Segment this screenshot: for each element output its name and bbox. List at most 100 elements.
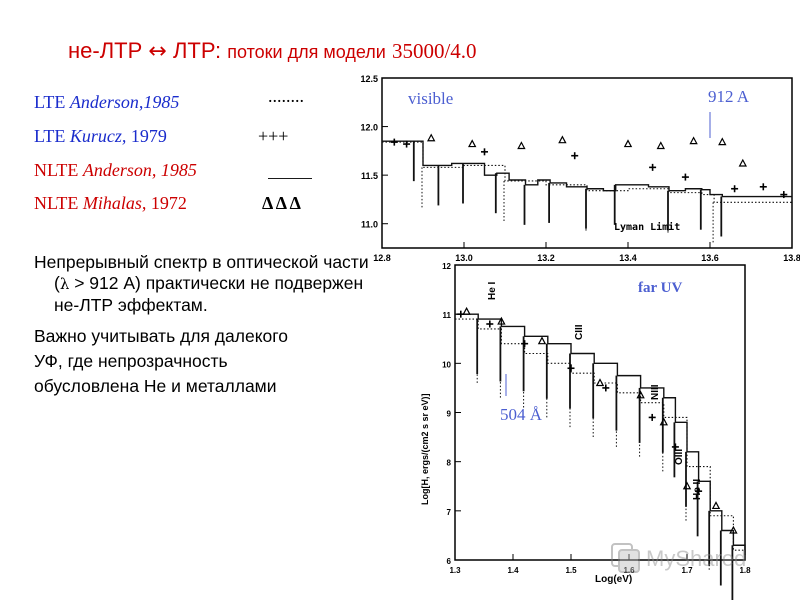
data-point-triangle [623, 139, 633, 148]
ion-label: NIII [650, 384, 661, 400]
paragraph-optical: Непрерывный спектр в оптической части (λ… [34, 252, 369, 315]
legend-entry-nlte-mihalas: NLTE Mihalas, 1972 [34, 193, 187, 214]
myshared-logo: MyShared [611, 543, 746, 573]
y-tick-label: 7 [447, 508, 452, 517]
legend-entry-nlte-anderson: NLTE Anderson, 1985 [34, 160, 197, 181]
data-point-triangle [462, 306, 471, 315]
data-point-plus [780, 191, 788, 199]
legend-marker-plus: +++ [258, 126, 289, 146]
data-point-triangle [517, 141, 526, 150]
legend-code: LTE [34, 126, 66, 146]
series-line-dotted [455, 318, 746, 560]
title-model: 35000/4.0 [391, 39, 477, 63]
data-point-triangle [558, 135, 567, 144]
legend-year: 1972 [150, 193, 187, 213]
region-label-far-uv: far UV [638, 280, 682, 296]
data-point-plus [671, 443, 679, 451]
series-line-solid [382, 140, 792, 198]
y-tick-label: 11.5 [361, 171, 378, 181]
chart-far-uv-flux: 1.3 1.4 1.5 1.6 1.7 1.8 6 7 8 9 10 11 12 far UV 504 … [420, 262, 751, 600]
legend-ref: Anderson, 1985 [82, 160, 197, 180]
title-nonlte: не-ЛТР [68, 38, 143, 63]
y-tick-label: 12 [442, 262, 451, 271]
x-axis-label: Log(eV) [595, 574, 632, 585]
data-point-triangle [537, 336, 547, 345]
x-tick-label: 13.4 [619, 253, 637, 263]
legend-code: LTE [34, 92, 66, 112]
x-tick-label: 13.8 [783, 253, 800, 263]
legend-marker-dotted: ........ [268, 86, 304, 106]
data-point-plus [731, 185, 739, 193]
data-point-triangle [689, 136, 698, 145]
legend-marker-solid-line [268, 178, 312, 179]
ion-label: CIII [574, 324, 585, 340]
title-subtitle: потоки для модели [227, 42, 386, 62]
data-point-triangle [468, 139, 477, 148]
y-tick-label: 9 [447, 410, 452, 419]
x-tick-label: 12.8 [373, 253, 391, 263]
data-point-plus [649, 163, 657, 171]
marker-label-912: 912 A [708, 87, 750, 106]
x-tick-label: 1.5 [565, 566, 577, 575]
ion-label: He II [692, 479, 703, 500]
x-tick-label: 13.2 [537, 253, 555, 263]
data-point-triangle [738, 158, 747, 167]
svg-text:MyShared: MyShared [646, 546, 746, 571]
y-tick-label: 10 [442, 360, 451, 369]
data-point-triangle [595, 378, 605, 387]
y-tick-label: 11 [443, 311, 452, 320]
data-point-triangle [656, 141, 665, 150]
paragraph-far-uv-line1: Важно учитывать для далекого [34, 326, 289, 346]
y-tick-label: 12.0 [360, 123, 378, 133]
data-point-plus [486, 320, 494, 328]
paragraph-far-uv-line3: обусловлена He и металлами [34, 376, 277, 396]
legend-ref: Mihalas, [82, 193, 147, 213]
data-point-plus [571, 152, 579, 160]
annotation-lyman-limit: Lyman Limit [614, 221, 680, 233]
data-point-plus [567, 364, 575, 372]
legend-entry-lte-kurucz: LTE Kurucz, 1979 [34, 126, 167, 147]
paragraph-far-uv-line2: УФ, где непрозрачность [34, 351, 228, 371]
data-point-plus [759, 183, 767, 191]
y-tick-label: 6 [447, 557, 452, 566]
body-text: Непрерывный спектр в оптической части (λ… [34, 252, 374, 401]
data-point-triangle [729, 525, 738, 534]
data-point-plus [695, 487, 703, 495]
legend-year: 1979 [130, 126, 167, 146]
data-point-triangle [427, 133, 436, 142]
data-point-plus [481, 148, 488, 156]
y-axis-label: Log[H, ergs/(cm2 s sr eV)] [420, 393, 430, 505]
data-point-triangle [659, 417, 668, 426]
x-tick-label: 1.8 [739, 566, 751, 575]
data-point-plus [521, 340, 529, 348]
lambda-symbol: λ [59, 275, 70, 293]
x-tick-label: 1.6 [623, 566, 635, 575]
region-label-visible: visible [408, 89, 453, 108]
x-tick-label: 1.4 [507, 566, 519, 575]
x-tick-label: 1.7 [681, 566, 693, 575]
double-arrow-icon: ↔ [148, 39, 167, 64]
data-point-triangle [497, 316, 506, 325]
data-point-plus [390, 138, 398, 146]
data-point-plus [648, 413, 656, 421]
ion-label: He I [487, 281, 498, 300]
data-point-triangle [711, 501, 721, 510]
chart-visible-flux: 12.8 13.0 13.2 13.4 13.6 13.8 11.0 11.5 12.0 12.5… [360, 74, 800, 263]
x-tick-label: 13.6 [701, 253, 719, 263]
legend-code: NLTE [34, 193, 79, 213]
ion-label: OIII [674, 449, 685, 465]
legend-entry-lte-anderson: LTE Anderson,1985 [34, 92, 179, 113]
slide-title: не-ЛТР ↔ ЛТР: потоки для модели 35000/4.… [68, 38, 477, 64]
data-point-triangle [718, 137, 727, 146]
legend-ref: Kurucz, [69, 126, 127, 146]
legend-marker-triangle: Δ Δ Δ [262, 193, 301, 213]
legend-ref: Anderson,1985 [69, 92, 180, 112]
y-tick-label: 8 [447, 459, 452, 468]
x-tick-label: 1.3 [449, 566, 461, 575]
title-lte: ЛТР: [172, 38, 222, 63]
data-point-triangle [636, 390, 645, 399]
y-tick-label: 11.0 [361, 220, 378, 230]
y-tick-label: 12.5 [360, 74, 378, 84]
data-point-triangle [682, 481, 692, 490]
series-line-solid [455, 313, 746, 556]
